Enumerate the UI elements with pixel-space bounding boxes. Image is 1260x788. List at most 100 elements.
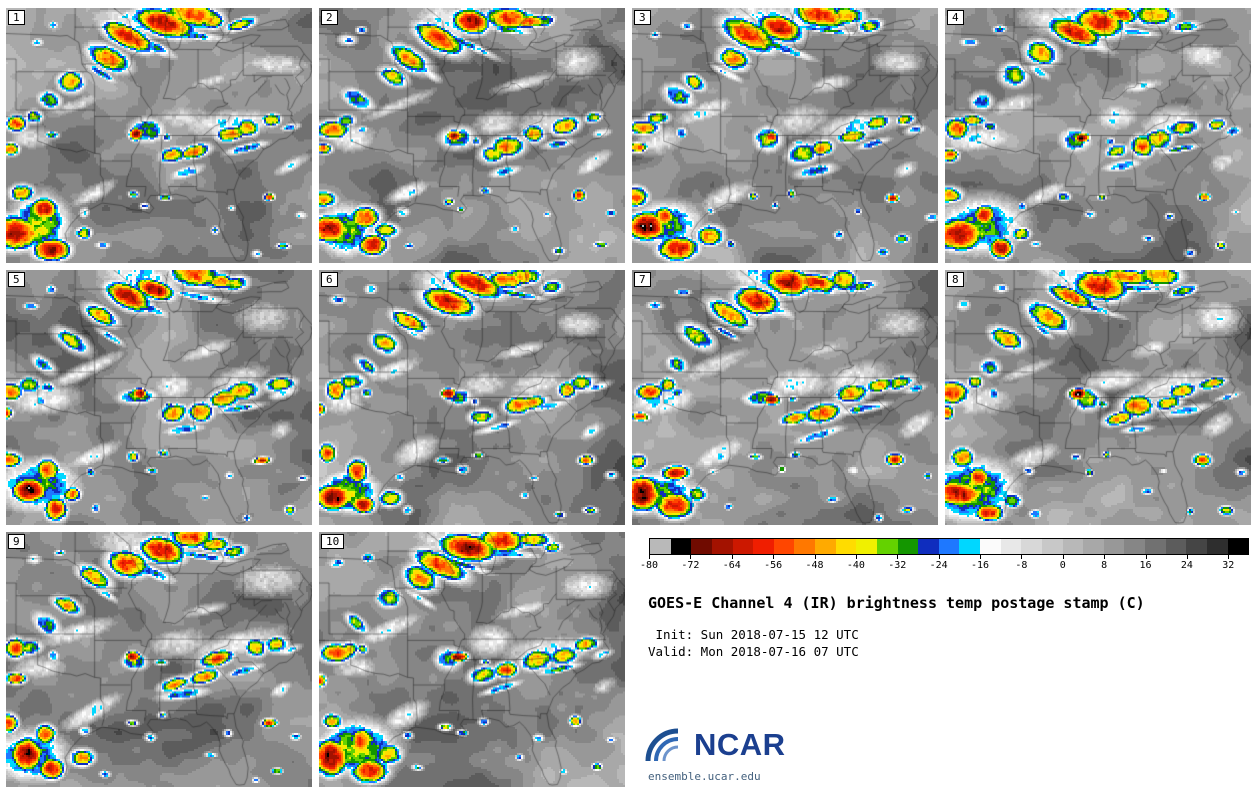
ensemble-url[interactable]: ensemble.ucar.edu: [648, 770, 761, 783]
colorbar-tick-label: -24: [929, 560, 948, 571]
colorbar-tickmark: [731, 555, 733, 559]
colorbar-tickmark: [1228, 555, 1230, 559]
colorbar-tickmark: [773, 555, 775, 559]
colorbar-tick-label: 24: [1180, 560, 1193, 571]
state-borders-overlay: [319, 532, 625, 787]
colorbar-tick-label: -64: [722, 560, 741, 571]
colorbar-segment: [918, 539, 939, 554]
colorbar-tick-label: 8: [1101, 560, 1108, 571]
colorbar-segment: [650, 539, 671, 554]
state-borders-overlay: [6, 270, 312, 525]
ensemble-member-panel[interactable]: 8: [945, 270, 1251, 525]
state-borders-overlay: [632, 270, 938, 525]
legend-info-panel: -80 -72 -64 -56 -48 -40 -32 -24 -16 -8 0 8 16 24 32 GO…: [632, 532, 1260, 788]
member-number-label: 9: [8, 534, 25, 549]
colorbar-segment: [711, 539, 733, 554]
ncar-logo: NCAR: [644, 724, 786, 762]
ensemble-member-panel[interactable]: 5: [6, 270, 312, 525]
colorbar-tick-label: -8: [1015, 560, 1028, 571]
colorbar-tickmark: [1062, 555, 1064, 559]
member-number-label: 1: [8, 10, 25, 25]
ensemble-member-panel[interactable]: 1: [6, 8, 312, 263]
colorbar-segment: [691, 539, 712, 554]
colorbar-segment: [753, 539, 774, 554]
colorbar-segment: [980, 539, 1001, 554]
colorbar-segment: [1021, 539, 1042, 554]
ensemble-member-panel[interactable]: 2: [319, 8, 625, 263]
colorbar-tick-row: -80 -72 -64 -56 -48 -40 -32 -24 -16 -8 0 8 16 24 32: [640, 555, 1249, 572]
colorbar-segment: [815, 539, 836, 554]
colorbar-segment: [1041, 539, 1063, 554]
state-borders-overlay: [945, 270, 1251, 525]
state-borders-overlay: [6, 532, 312, 787]
ensemble-member-panel[interactable]: 9: [6, 532, 312, 787]
colorbar-segment: [959, 539, 980, 554]
state-borders-overlay: [945, 8, 1251, 263]
time-block: Init: Sun 2018-07-15 12 UTC Valid: Mon 2…: [648, 626, 859, 660]
colorbar-segment: [856, 539, 877, 554]
state-borders-overlay: [6, 8, 312, 263]
colorbar-tick-label: -80: [639, 560, 659, 571]
colorbar-segment: [773, 539, 795, 554]
ensemble-member-panel[interactable]: 3: [632, 8, 938, 263]
colorbar-tickmark: [690, 555, 692, 559]
colorbar-segment: [1083, 539, 1104, 554]
colorbar-segment: [1227, 539, 1249, 554]
colorbar-segment: [1186, 539, 1207, 554]
colorbar-tick-label: -48: [805, 560, 824, 571]
colorbar-tickmark: [980, 555, 982, 559]
colorbar-tickmark: [855, 555, 857, 559]
colorbar-segment: [1000, 539, 1022, 554]
chart-title: GOES-E Channel 4 (IR) brightness temp po…: [648, 594, 1145, 612]
member-number-label: 5: [8, 272, 25, 287]
ensemble-member-panel[interactable]: 6: [319, 270, 625, 525]
member-number-label: 6: [321, 272, 338, 287]
colorbar-tickmark: [897, 555, 899, 559]
ensemble-member-panel[interactable]: 10: [319, 532, 625, 787]
colorbar-tick-label: 16: [1139, 560, 1152, 571]
colorbar-tickmark: [1104, 555, 1106, 559]
colorbar-segment: [835, 539, 857, 554]
colorbar-segment: [1103, 539, 1125, 554]
colorbar-tick-label: 0: [1059, 560, 1066, 571]
colorbar-segment: [938, 539, 960, 554]
state-borders-overlay: [632, 8, 938, 263]
colorbar-tickmark: [1021, 555, 1023, 559]
colorbar-segment: [1165, 539, 1187, 554]
colorbar-segment: [1145, 539, 1166, 554]
member-number-label: 10: [321, 534, 345, 549]
colorbar-segment: [1124, 539, 1145, 554]
colorbar-tickmark: [938, 555, 940, 559]
member-number-label: 8: [947, 272, 964, 287]
colorbar-tick-label: -72: [681, 560, 700, 571]
colorbar-segment: [1206, 539, 1228, 554]
colorbar-segment: [794, 539, 815, 554]
member-number-label: 3: [634, 10, 651, 25]
state-borders-overlay: [319, 270, 625, 525]
member-number-label: 2: [321, 10, 338, 25]
colorbar-tick-label: -16: [971, 560, 990, 571]
ensemble-member-panel[interactable]: 4: [945, 8, 1251, 263]
state-borders-overlay: [319, 8, 625, 263]
ncar-logo-text: NCAR: [694, 727, 786, 762]
member-number-label: 4: [947, 10, 964, 25]
init-time: Init: Sun 2018-07-15 12 UTC: [648, 627, 859, 642]
colorbar-segment: [876, 539, 898, 554]
colorbar-tick-label: -40: [846, 560, 865, 571]
colorbar-tickmark: [814, 555, 816, 559]
ensemble-member-panel[interactable]: 7: [632, 270, 938, 525]
colorbar-tick-label: 32: [1222, 560, 1235, 571]
colorbar-segment: [1062, 539, 1084, 554]
colorbar-tickmark: [649, 555, 650, 559]
valid-time: Valid: Mon 2018-07-16 07 UTC: [648, 644, 859, 659]
colorbar-tick-label: -56: [764, 560, 783, 571]
colorbar-tickmark: [1186, 555, 1188, 559]
colorbar-segment: [732, 539, 754, 554]
ncar-logo-icon: [645, 728, 679, 762]
colorbar-tick-label: -32: [888, 560, 907, 571]
colorbar-tickmark: [1145, 555, 1147, 559]
colorbar: [649, 538, 1249, 555]
colorbar-segment: [670, 539, 692, 554]
colorbar-segment: [897, 539, 919, 554]
